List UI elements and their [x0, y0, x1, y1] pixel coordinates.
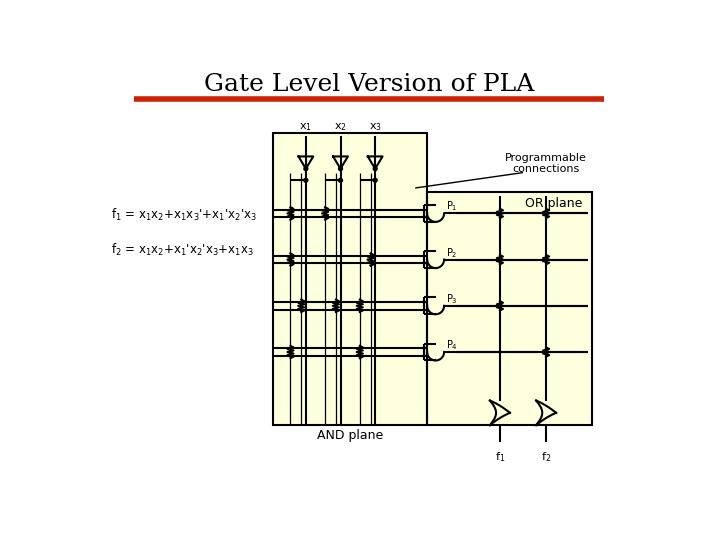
Text: f$_1$: f$_1$: [495, 450, 505, 464]
Circle shape: [304, 178, 307, 182]
Circle shape: [338, 178, 343, 182]
Text: x$_2$: x$_2$: [334, 121, 347, 132]
Circle shape: [498, 212, 502, 215]
Circle shape: [373, 167, 377, 171]
Circle shape: [304, 167, 307, 171]
Text: P$_2$: P$_2$: [446, 246, 458, 260]
Circle shape: [544, 258, 548, 261]
Bar: [273, 132, 427, 425]
Text: x$_3$: x$_3$: [369, 121, 382, 132]
Circle shape: [544, 212, 548, 215]
Text: Gate Level Version of PLA: Gate Level Version of PLA: [204, 72, 534, 96]
Text: x$_1$: x$_1$: [300, 121, 312, 132]
Text: P$_3$: P$_3$: [446, 292, 458, 306]
Text: P$_1$: P$_1$: [446, 200, 458, 213]
Circle shape: [373, 178, 377, 182]
Bar: [427, 192, 593, 425]
Text: f$_2$: f$_2$: [541, 450, 552, 464]
Bar: [273, 132, 427, 425]
Circle shape: [498, 304, 502, 308]
Circle shape: [338, 167, 343, 171]
Circle shape: [544, 350, 548, 354]
Text: OR plane: OR plane: [525, 197, 582, 210]
Text: P$_4$: P$_4$: [446, 338, 459, 352]
Text: f$_1$ = x$_1$x$_2$+x$_1$x$_3$'+x$_1$'x$_2$'x$_3$: f$_1$ = x$_1$x$_2$+x$_1$x$_3$'+x$_1$'x$_…: [111, 207, 257, 223]
Circle shape: [498, 258, 502, 261]
Text: AND plane: AND plane: [317, 429, 383, 442]
Bar: [427, 192, 593, 425]
Text: f$_2$ = x$_1$x$_2$+x$_1$'x$_2$'x$_3$+x$_1$x$_3$: f$_2$ = x$_1$x$_2$+x$_1$'x$_2$'x$_3$+x$_…: [111, 241, 254, 258]
Text: Programmable
connections: Programmable connections: [505, 153, 587, 174]
